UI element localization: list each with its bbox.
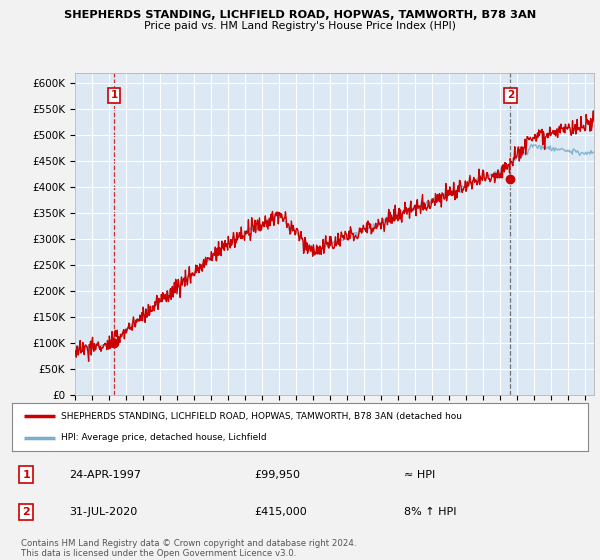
Text: SHEPHERDS STANDING, LICHFIELD ROAD, HOPWAS, TAMWORTH, B78 3AN (detached hou: SHEPHERDS STANDING, LICHFIELD ROAD, HOPW… xyxy=(61,412,462,421)
Text: £415,000: £415,000 xyxy=(254,507,307,517)
Text: £99,950: £99,950 xyxy=(254,470,300,479)
Text: HPI: Average price, detached house, Lichfield: HPI: Average price, detached house, Lich… xyxy=(61,433,266,442)
Text: 8% ↑ HPI: 8% ↑ HPI xyxy=(404,507,456,517)
Text: 1: 1 xyxy=(110,90,118,100)
Text: 31-JUL-2020: 31-JUL-2020 xyxy=(70,507,138,517)
Text: SHEPHERDS STANDING, LICHFIELD ROAD, HOPWAS, TAMWORTH, B78 3AN: SHEPHERDS STANDING, LICHFIELD ROAD, HOPW… xyxy=(64,10,536,20)
Text: 2: 2 xyxy=(23,507,30,517)
Text: Contains HM Land Registry data © Crown copyright and database right 2024.
This d: Contains HM Land Registry data © Crown c… xyxy=(21,539,356,558)
Text: 24-APR-1997: 24-APR-1997 xyxy=(70,470,142,479)
Text: 1: 1 xyxy=(23,470,30,479)
Text: 2: 2 xyxy=(506,90,514,100)
Text: ≈ HPI: ≈ HPI xyxy=(404,470,435,479)
Text: Price paid vs. HM Land Registry's House Price Index (HPI): Price paid vs. HM Land Registry's House … xyxy=(144,21,456,31)
